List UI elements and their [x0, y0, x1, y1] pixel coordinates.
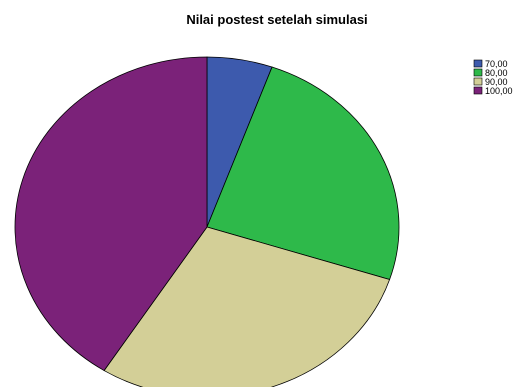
chart-title: Nilai postest setelah simulasi: [186, 12, 367, 27]
legend-label-80-00: 80,00: [485, 68, 508, 78]
legend-swatch-100-00: [473, 86, 483, 95]
pie-slice-80-00: [206, 66, 400, 281]
legend-label-70-00: 70,00: [485, 59, 508, 69]
pie-slice-100-00: [14, 56, 208, 372]
pie-slices: [14, 56, 400, 387]
legend-swatch-70-00: [473, 59, 483, 68]
legend-swatch-80-00: [473, 68, 483, 77]
legend-label-100-00: 100,00: [485, 86, 513, 96]
legend-label-90-00: 90,00: [485, 77, 508, 87]
legend-swatch-90-00: [473, 77, 483, 86]
